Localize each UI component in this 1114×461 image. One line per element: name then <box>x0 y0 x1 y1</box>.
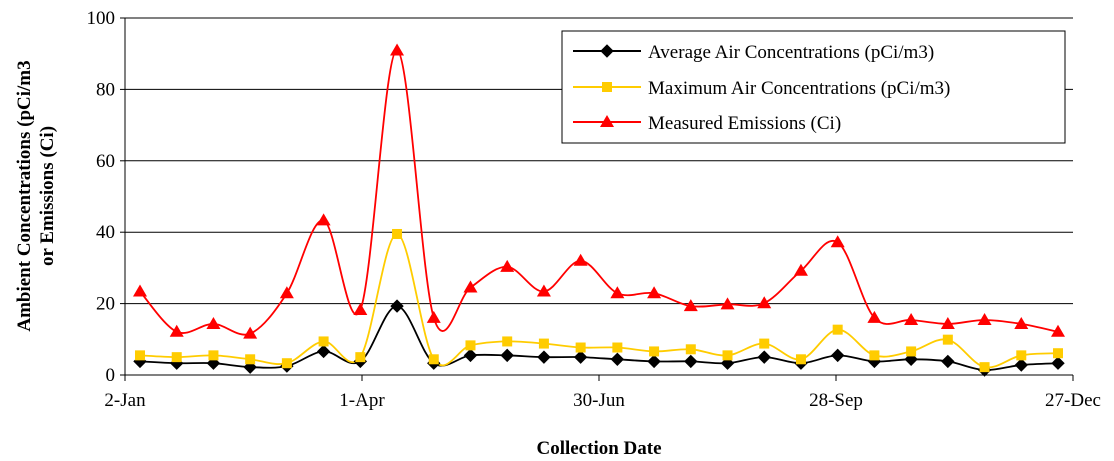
data-point-maximum <box>759 338 770 349</box>
data-point-maximum <box>832 324 843 335</box>
y-tick-label: 40 <box>96 222 115 243</box>
data-point-average <box>537 350 551 364</box>
data-point-emissions <box>1051 324 1065 337</box>
y-tick-label: 60 <box>96 151 115 172</box>
y-tick-label: 0 <box>106 365 116 386</box>
series-markers <box>133 43 1065 377</box>
x-tick-label: 2-Jan <box>104 390 146 411</box>
y-tick-label: 80 <box>96 79 115 100</box>
data-point-average <box>830 348 845 363</box>
data-point-average <box>316 344 331 359</box>
data-point-emissions <box>536 284 551 297</box>
data-point-emissions <box>610 286 625 299</box>
x-tick-label: 30-Jun <box>573 390 625 411</box>
series-line-average <box>139 305 1059 371</box>
data-point-maximum <box>869 350 880 361</box>
data-point-emissions <box>683 299 698 312</box>
data-point-maximum <box>135 350 145 361</box>
data-point-emissions <box>463 280 478 293</box>
y-tick-label: 20 <box>96 294 115 315</box>
data-point-emissions <box>573 253 588 266</box>
data-point-maximum <box>392 228 403 239</box>
data-point-average <box>647 354 661 369</box>
data-point-maximum <box>171 352 182 363</box>
data-point-average <box>500 348 514 363</box>
data-point-average <box>941 354 955 369</box>
data-point-average <box>757 350 771 364</box>
data-point-average <box>573 350 588 364</box>
data-point-emissions <box>243 326 258 339</box>
data-point-emissions <box>500 259 515 272</box>
legend-label-maximum: Maximum Air Concentrations (pCi/m3) <box>648 78 950 99</box>
data-point-emissions <box>279 286 294 299</box>
data-point-maximum <box>208 350 219 361</box>
data-point-emissions <box>133 284 147 297</box>
legend: Average Air Concentrations (pCi/m3) Maxim… <box>561 30 1066 144</box>
data-point-emissions <box>169 324 184 337</box>
data-point-maximum <box>722 350 733 361</box>
data-point-average <box>390 299 404 313</box>
data-point-emissions <box>390 43 405 56</box>
y-axis-title-line2: or Emissions (Ci) <box>37 126 58 266</box>
data-point-maximum <box>318 336 329 347</box>
data-point-maximum <box>979 362 990 373</box>
data-point-average <box>684 354 698 369</box>
series-line-emissions <box>139 49 1059 336</box>
data-point-maximum <box>795 354 806 365</box>
data-point-maximum <box>428 354 439 365</box>
x-tick-label: 27-Dec <box>1045 390 1101 411</box>
x-tick-label: 1-Apr <box>339 390 385 411</box>
data-point-average <box>1051 356 1065 370</box>
data-point-average <box>610 352 625 366</box>
x-axis-ticks: 2-Jan 1-Apr 30-Jun 28-Sep 27-Dec <box>104 375 1101 411</box>
data-point-maximum <box>538 338 549 349</box>
data-point-maximum <box>1016 350 1027 361</box>
data-point-emissions <box>793 263 808 276</box>
legend-label-emissions: Measured Emissions (Ci) <box>648 113 841 134</box>
data-point-maximum <box>906 346 917 357</box>
data-point-emissions <box>316 213 331 226</box>
data-point-emissions <box>720 297 735 310</box>
data-point-emissions <box>904 313 919 326</box>
data-point-average <box>1014 358 1028 372</box>
data-point-maximum <box>1053 348 1063 359</box>
data-point-maximum <box>649 346 660 357</box>
data-point-maximum <box>612 342 623 353</box>
data-point-emissions <box>867 310 882 323</box>
data-point-emissions <box>647 286 662 299</box>
data-point-maximum <box>355 352 366 363</box>
data-point-maximum <box>281 358 292 369</box>
data-point-emissions <box>353 303 368 316</box>
data-point-maximum <box>502 336 513 347</box>
data-point-emissions <box>977 313 992 326</box>
data-point-average <box>463 348 478 363</box>
x-tick-label: 28-Sep <box>809 390 863 411</box>
data-point-maximum <box>685 344 696 355</box>
y-tick-label: 100 <box>87 8 116 29</box>
data-point-emissions <box>830 235 845 248</box>
legend-label-average: Average Air Concentrations (pCi/m3) <box>648 42 934 63</box>
legend-marker-emissions <box>600 115 614 127</box>
data-point-emissions <box>1014 316 1029 329</box>
data-point-maximum <box>575 342 586 353</box>
x-axis-title: Collection Date <box>536 438 661 459</box>
legend-box <box>561 30 1066 144</box>
data-point-emissions <box>757 296 772 309</box>
data-point-maximum <box>465 340 476 351</box>
data-point-emissions <box>940 316 955 329</box>
data-point-emissions <box>426 310 441 323</box>
legend-marker-average <box>600 44 614 58</box>
data-point-maximum <box>942 334 953 345</box>
y-axis-ticks: 0 20 40 60 80 100 <box>87 8 125 386</box>
series-line-maximum <box>139 233 1059 369</box>
data-point-maximum <box>245 354 256 365</box>
legend-marker-maximum <box>602 82 612 92</box>
data-point-emissions <box>206 316 221 329</box>
y-axis-title-line1: Ambient Concentrations (pCi/m3 <box>14 60 35 331</box>
